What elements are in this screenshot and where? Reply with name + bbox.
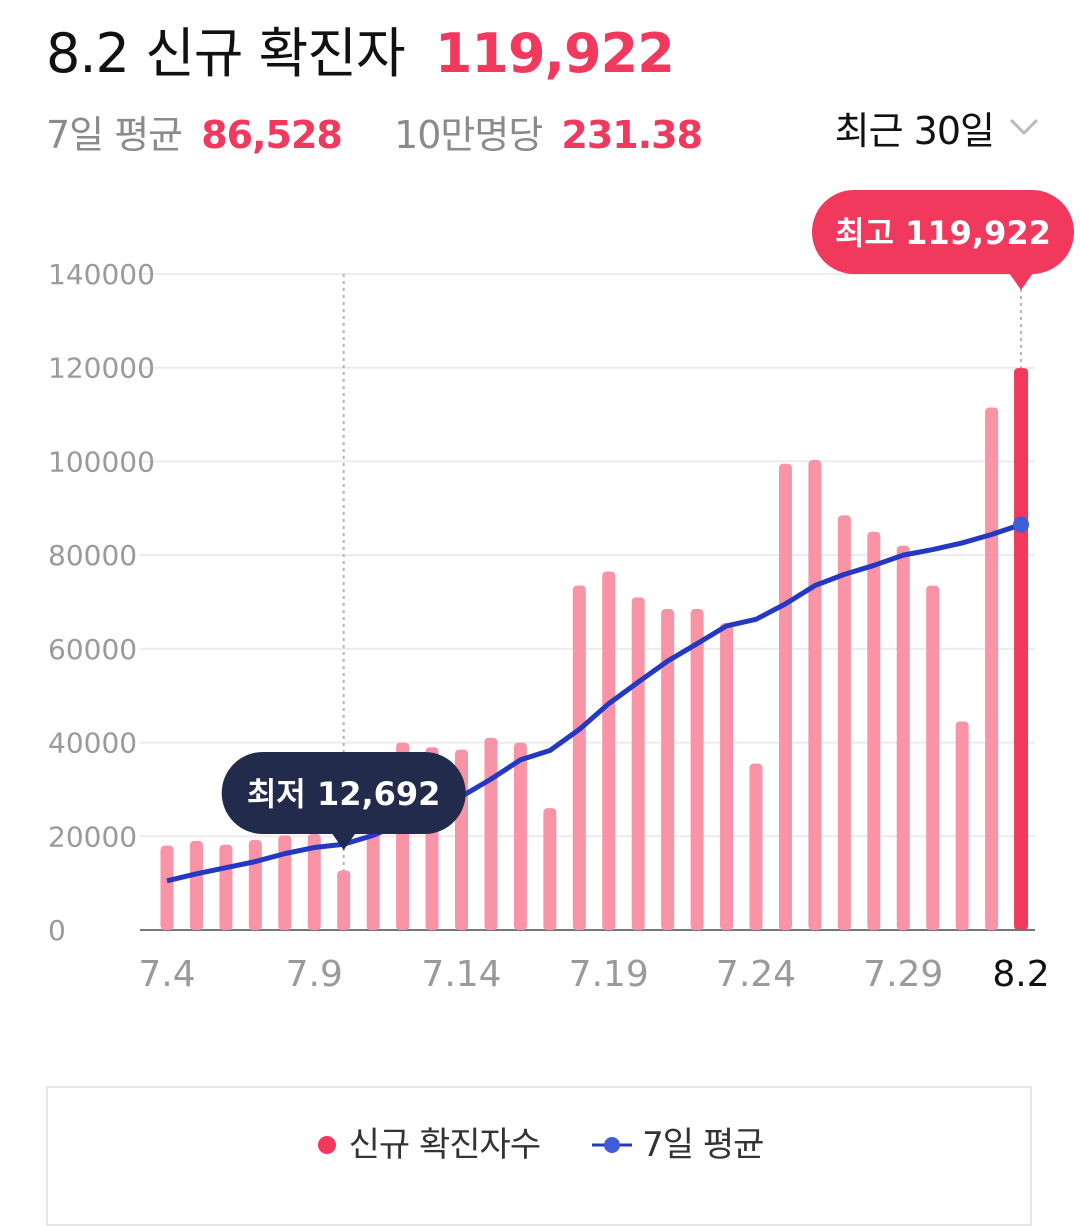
x-tick-label: 8.2 bbox=[992, 954, 1049, 995]
avg-line-end-point bbox=[1013, 516, 1030, 533]
headline-value: 119,922 bbox=[434, 22, 675, 85]
bar bbox=[278, 835, 292, 930]
bar bbox=[808, 460, 822, 930]
bar bbox=[1014, 368, 1029, 930]
bar bbox=[602, 571, 616, 930]
min-tooltip-pointer bbox=[331, 833, 356, 850]
headline-title: 신규 확진자 bbox=[145, 22, 406, 85]
line-series bbox=[166, 516, 1030, 884]
bar bbox=[219, 844, 233, 930]
bar bbox=[778, 463, 792, 930]
legend-item-avg[interactable]: 7일 평균 bbox=[592, 1116, 764, 1224]
max-label: 최고 119,922 bbox=[835, 214, 1051, 252]
chart-grid bbox=[140, 273, 1035, 931]
max-tooltip-pointer bbox=[1009, 273, 1034, 290]
chart: 020000400006000080000100000120000140000 … bbox=[48, 190, 1074, 995]
y-tick-label: 80000 bbox=[48, 539, 137, 572]
min-tooltip bbox=[221, 752, 466, 834]
bar bbox=[690, 609, 704, 930]
bar bbox=[513, 742, 527, 930]
y-tick-label: 140000 bbox=[48, 258, 155, 291]
x-tick-label: 7.29 bbox=[863, 954, 943, 995]
line-dot-icon bbox=[592, 1137, 633, 1153]
bar bbox=[720, 623, 734, 930]
y-tick-label: 0 bbox=[48, 914, 66, 947]
min-label: 최저 12,692 bbox=[247, 775, 441, 813]
max-tooltip bbox=[812, 190, 1074, 274]
avg-value: 86,528 bbox=[201, 113, 343, 157]
y-tick-label: 20000 bbox=[48, 820, 137, 853]
bar bbox=[366, 826, 380, 930]
y-tick-label: 40000 bbox=[48, 727, 137, 760]
bar bbox=[926, 585, 940, 930]
bar bbox=[307, 833, 321, 930]
bar bbox=[572, 585, 586, 930]
legend-label-cases: 신규 확진자수 bbox=[348, 1125, 541, 1165]
bar bbox=[484, 737, 498, 930]
avg-line bbox=[166, 522, 1022, 884]
y-tick-label: 60000 bbox=[48, 633, 137, 666]
bar bbox=[896, 545, 910, 930]
per-capita-value: 231.38 bbox=[561, 113, 703, 157]
bar bbox=[160, 845, 174, 930]
range-label: 최근 30일 bbox=[834, 108, 995, 153]
red-dot-icon bbox=[317, 1136, 336, 1154]
x-tick-label: 7.19 bbox=[569, 954, 649, 995]
bar bbox=[248, 840, 262, 930]
y-tick-label: 120000 bbox=[48, 352, 155, 385]
chevron-down-icon bbox=[1009, 118, 1039, 136]
bar bbox=[543, 808, 557, 930]
bar bbox=[985, 407, 999, 930]
bar bbox=[749, 763, 763, 930]
bar bbox=[337, 870, 351, 930]
x-tick-label: 7.14 bbox=[421, 954, 501, 995]
subheader: 7일 평균 86,528 10만명당 231.38 bbox=[46, 108, 703, 162]
headline: 8.2 신규 확진자 119,922 bbox=[46, 18, 675, 90]
bar bbox=[867, 531, 881, 930]
x-tick-label: 7.4 bbox=[138, 954, 195, 995]
x-axis-ticks: 7.4 7.9 7.14 7.19 7.24 7.29 8.2 bbox=[138, 954, 1049, 995]
chart-annotations: 최저 12,692 최고 119,922 bbox=[221, 190, 1074, 850]
x-tick-label: 7.24 bbox=[716, 954, 796, 995]
legend-item-cases[interactable]: 신규 확진자수 bbox=[315, 1116, 541, 1224]
x-tick-label: 7.9 bbox=[286, 954, 343, 995]
bar bbox=[955, 721, 969, 930]
avg-label: 7일 평균 bbox=[46, 113, 183, 157]
bar bbox=[837, 515, 851, 930]
y-axis-ticks: 0 20000 40000 60000 80000 100000 120000 140000 bbox=[48, 258, 155, 947]
range-selector[interactable]: 최근 30일 bbox=[835, 100, 1040, 154]
bar bbox=[661, 609, 675, 930]
legend: 신규 확진자수 7일 평균 bbox=[46, 1086, 1032, 1226]
legend-label-avg: 7일 평균 bbox=[642, 1125, 764, 1165]
bar bbox=[631, 597, 645, 930]
y-tick-label: 100000 bbox=[48, 445, 155, 478]
bar bbox=[189, 840, 203, 930]
per-capita-label: 10만명당 bbox=[394, 113, 543, 157]
bar-series bbox=[160, 368, 1029, 930]
headline-date: 8.2 bbox=[46, 22, 130, 85]
